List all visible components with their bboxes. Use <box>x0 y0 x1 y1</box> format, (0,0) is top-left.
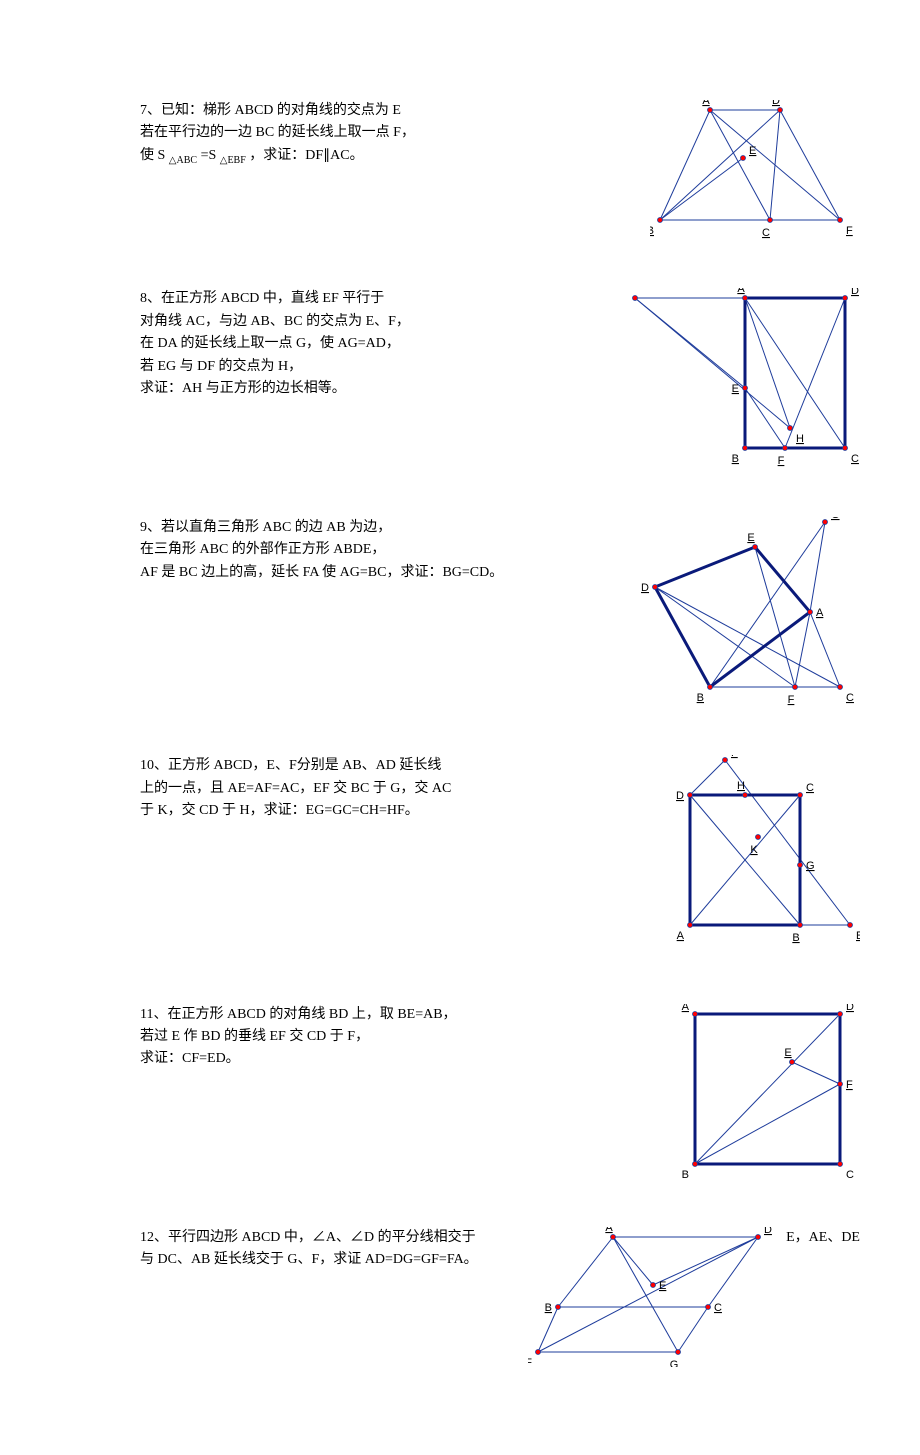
problem-line: AF 是 BC 边上的高，延长 FA 使 AG=BC，求证：BG=CD。 <box>140 562 620 584</box>
figure-wrap: F D H C K G A B E <box>660 755 860 963</box>
svg-text:F: F <box>778 455 785 467</box>
problem-line: 若在平行边的一边 BC 的延长线上取一点 F， <box>140 122 630 144</box>
svg-text:D: D <box>641 582 649 594</box>
figure-wrap: A D B C F E <box>650 100 860 248</box>
svg-text:C: C <box>846 692 854 704</box>
svg-text:C: C <box>714 1302 722 1314</box>
svg-text:D: D <box>846 1004 854 1013</box>
svg-text:F: F <box>528 1357 532 1367</box>
svg-text:B: B <box>650 225 654 237</box>
svg-text:C: C <box>762 227 770 239</box>
svg-text:A: A <box>702 100 710 107</box>
problem-line: 求证：AH 与正方形的边长相等。 <box>140 378 610 400</box>
problem-9: 9、若以直角三角形 ABC 的边 AB 为边，在三角形 ABC 的外部作正方形 … <box>140 517 860 715</box>
problem-12: 12、平行四边形 ABCD 中，∠A、∠D 的平分线相交于与 DC、AB 延长线… <box>140 1227 860 1375</box>
problem-text: 11、在正方形 ABCD 的对角线 BD 上，取 BE=AB，若过 E 作 BD… <box>140 1004 680 1071</box>
figure-9: G E D A B F C <box>640 517 860 707</box>
problem-line: 与 DC、AB 延长线交于 G、F，求证 AD=DG=GF=FA。 <box>140 1249 508 1271</box>
svg-text:F: F <box>846 1079 853 1091</box>
svg-text:A: A <box>605 1227 613 1234</box>
figure-10: F D H C K G A B E <box>660 755 860 955</box>
problem-line: 8、在正方形 ABCD 中，直线 EF 平行于 <box>140 288 610 310</box>
problem-line: 在三角形 ABC 的外部作正方形 ABDE， <box>140 539 620 561</box>
problem-after-text: E，AE、DE <box>778 1227 860 1249</box>
svg-text:C: C <box>846 1169 854 1179</box>
problem-line: 使 S △ABC =S △EBF ，求证：DF∥AC。 <box>140 145 630 169</box>
svg-text:B: B <box>732 453 739 465</box>
problem-line: 若过 E 作 BD 的垂线 EF 交 CD 于 F， <box>140 1026 660 1048</box>
figure-wrap: A D E B C F G <box>528 1227 778 1375</box>
svg-text:A: A <box>682 1004 690 1013</box>
svg-text:E: E <box>784 1047 791 1059</box>
figure-12: A D E B C F G <box>528 1227 778 1367</box>
problem-line: 于 K，交 CD 于 H，求证：EG=GC=CH=HF。 <box>140 800 640 822</box>
svg-text:G: G <box>806 860 815 872</box>
svg-text:B: B <box>545 1302 552 1314</box>
problem-text: 8、在正方形 ABCD 中，直线 EF 平行于对角线 AC，与边 AB、BC 的… <box>140 288 630 400</box>
problem-text: 12、平行四边形 ABCD 中，∠A、∠D 的平分线相交于与 DC、AB 延长线… <box>140 1227 528 1272</box>
figure-8: GADBCEFH <box>630 288 860 468</box>
problem-line: 7、已知：梯形 ABCD 的对角线的交点为 E <box>140 100 630 122</box>
problem-line: 在 DA 的延长线上取一点 G，使 AG=AD， <box>140 333 610 355</box>
problem-text: 7、已知：梯形 ABCD 的对角线的交点为 E若在平行边的一边 BC 的延长线上… <box>140 100 650 169</box>
problem-line: 上的一点，且 AE=AF=AC，EF 交 BC 于 G，交 AC <box>140 778 640 800</box>
svg-text:D: D <box>772 100 780 107</box>
svg-text:E: E <box>732 383 739 395</box>
figure-11: A D E F B C <box>680 1004 860 1179</box>
svg-text:C: C <box>806 782 814 794</box>
problem-10: 10、正方形 ABCD，E、F分别是 AB、AD 延长线上的一点，且 AE=AF… <box>140 755 860 963</box>
svg-text:B: B <box>697 692 704 704</box>
svg-text:E: E <box>856 930 860 942</box>
problem-11: 11、在正方形 ABCD 的对角线 BD 上，取 BE=AB，若过 E 作 BD… <box>140 1004 860 1187</box>
problem-line: 12、平行四边形 ABCD 中，∠A、∠D 的平分线相交于 <box>140 1227 508 1249</box>
figure-wrap: G E D A B F C <box>640 517 860 715</box>
svg-text:H: H <box>796 433 804 445</box>
svg-text:D: D <box>851 288 859 297</box>
problem-text: 9、若以直角三角形 ABC 的边 AB 为边，在三角形 ABC 的外部作正方形 … <box>140 517 640 584</box>
svg-text:H: H <box>737 780 745 792</box>
svg-text:G: G <box>831 517 840 521</box>
svg-text:A: A <box>737 288 745 295</box>
problem-line: 9、若以直角三角形 ABC 的边 AB 为边， <box>140 517 620 539</box>
svg-text:A: A <box>816 607 824 619</box>
svg-text:K: K <box>750 844 758 856</box>
svg-text:G: G <box>670 1359 679 1367</box>
problem-8: 8、在正方形 ABCD 中，直线 EF 平行于对角线 AC，与边 AB、BC 的… <box>140 288 860 476</box>
problem-line: 对角线 AC，与边 AB、BC 的交点为 E、F， <box>140 311 610 333</box>
problem-7: 7、已知：梯形 ABCD 的对角线的交点为 E若在平行边的一边 BC 的延长线上… <box>140 100 860 248</box>
svg-text:F: F <box>846 225 853 237</box>
problem-line: 若 EG 与 DF 的交点为 H， <box>140 356 610 378</box>
svg-text:B: B <box>682 1169 689 1179</box>
svg-text:A: A <box>677 930 685 942</box>
svg-text:D: D <box>764 1227 772 1236</box>
figure-7: A D B C F E <box>650 100 860 240</box>
figure-wrap: A D E F B C <box>680 1004 860 1187</box>
problem-line: 11、在正方形 ABCD 的对角线 BD 上，取 BE=AB， <box>140 1004 660 1026</box>
svg-text:B: B <box>792 932 799 944</box>
problem-text: 10、正方形 ABCD，E、F分别是 AB、AD 延长线上的一点，且 AE=AF… <box>140 755 660 822</box>
svg-text:E: E <box>749 145 756 157</box>
svg-text:F: F <box>788 694 795 706</box>
svg-text:C: C <box>851 453 859 465</box>
figure-wrap: GADBCEFH <box>630 288 860 476</box>
problem-line: 10、正方形 ABCD，E、F分别是 AB、AD 延长线 <box>140 755 640 777</box>
svg-text:E: E <box>659 1280 666 1292</box>
svg-text:F: F <box>731 755 738 759</box>
svg-text:D: D <box>676 790 684 802</box>
svg-text:E: E <box>747 532 754 544</box>
problem-line: 求证：CF=ED。 <box>140 1048 660 1070</box>
